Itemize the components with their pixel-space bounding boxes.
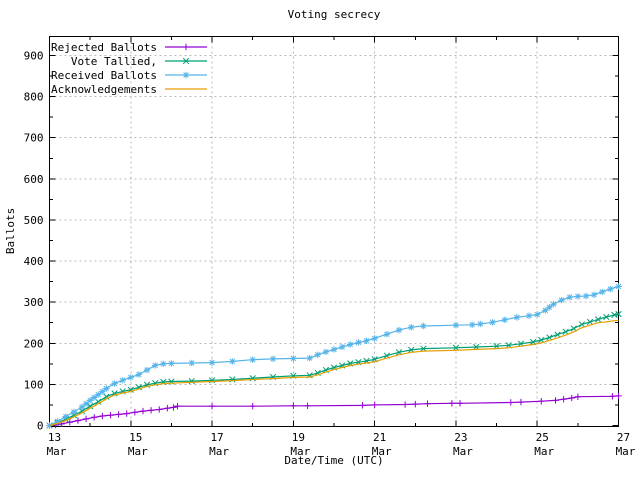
svg-text:900: 900 [24, 50, 44, 63]
svg-text:Mar: Mar [128, 445, 148, 458]
legend-item-0: Rejected Ballots [51, 41, 207, 54]
svg-text:400: 400 [24, 255, 44, 268]
svg-text:0: 0 [37, 420, 44, 433]
legend-item-2: Received Ballots [51, 69, 207, 82]
legend-label: Received Ballots [51, 69, 157, 82]
svg-text:800: 800 [24, 91, 44, 104]
svg-text:17: 17 [210, 431, 223, 444]
svg-text:200: 200 [24, 337, 44, 350]
chart-title: Voting secrecy [288, 8, 381, 21]
series-acknowledgements [49, 319, 619, 427]
svg-text:15: 15 [129, 431, 142, 444]
svg-text:500: 500 [24, 214, 44, 227]
svg-text:Mar: Mar [534, 445, 554, 458]
svg-text:25: 25 [536, 431, 549, 444]
svg-text:600: 600 [24, 173, 44, 186]
svg-text:Mar: Mar [47, 445, 67, 458]
series-rejected-ballots [46, 392, 622, 429]
svg-text:Mar: Mar [209, 445, 229, 458]
series-received-ballots [46, 283, 622, 429]
grid-lines [49, 36, 619, 427]
svg-text:Mar: Mar [453, 445, 473, 458]
tick-labels: 010020030040050060070080090013Mar15Mar17… [24, 50, 636, 459]
svg-text:Mar: Mar [372, 445, 392, 458]
data-series [46, 283, 622, 429]
x-axis-label: Date/Time (UTC) [284, 454, 383, 467]
svg-text:700: 700 [24, 132, 44, 145]
legend-label: Vote Tallied, [71, 55, 157, 68]
legend-label: Rejected Ballots [51, 41, 157, 54]
legend-item-1: Vote Tallied, [71, 55, 207, 68]
svg-text:19: 19 [292, 431, 305, 444]
svg-text:Mar: Mar [290, 445, 310, 458]
axes [49, 36, 619, 427]
svg-text:100: 100 [24, 378, 44, 391]
svg-text:23: 23 [454, 431, 467, 444]
svg-text:13: 13 [48, 431, 61, 444]
y-axis-label: Ballots [4, 208, 17, 254]
legend-label: Acknowledgements [51, 83, 157, 96]
svg-text:Mar: Mar [616, 445, 636, 458]
svg-text:21: 21 [373, 431, 386, 444]
svg-text:27: 27 [617, 431, 630, 444]
svg-text:300: 300 [24, 296, 44, 309]
legend-item-3: Acknowledgements [51, 83, 207, 96]
